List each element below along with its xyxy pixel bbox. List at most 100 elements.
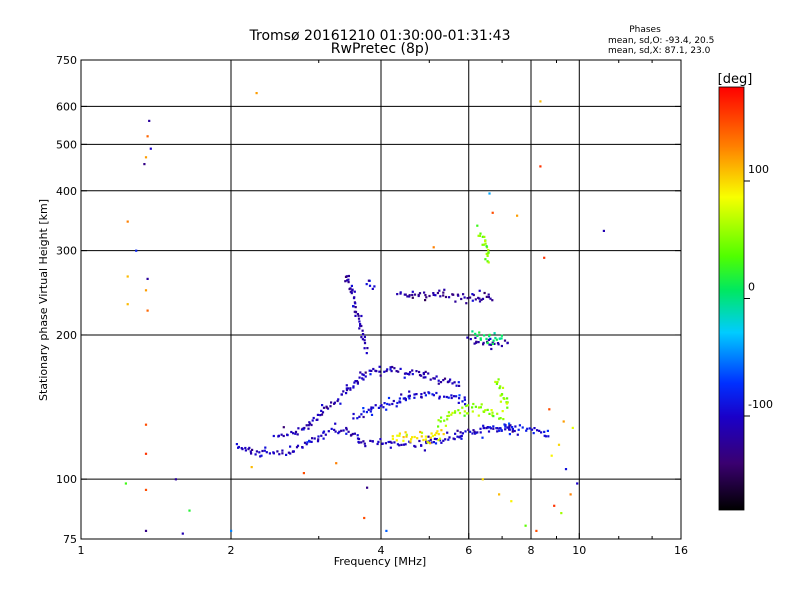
echo-point: [347, 430, 350, 433]
echo-point: [528, 427, 531, 430]
echo-point: [438, 397, 441, 400]
echo-point: [462, 293, 465, 296]
echo-point: [251, 448, 254, 451]
echo-point: [478, 289, 481, 292]
echo-point: [496, 427, 499, 430]
echo-point: [457, 381, 460, 384]
echo-point: [248, 446, 251, 449]
echo-point: [317, 435, 320, 438]
echo-point: [543, 430, 546, 433]
echo-point: [263, 449, 266, 452]
echo-point: [471, 299, 474, 302]
echo-point: [408, 394, 411, 397]
echo-point: [433, 377, 436, 380]
echo-point: [406, 295, 409, 298]
echo-point: [320, 413, 324, 416]
echo-point: [476, 334, 479, 337]
echo-point: [562, 420, 565, 423]
echo-point: [338, 430, 341, 433]
echo-point: [254, 453, 257, 456]
echo-point: [405, 433, 408, 436]
echo-point: [265, 451, 268, 454]
echo-point: [466, 297, 469, 300]
echo-point: [360, 324, 363, 328]
echo-point: [399, 292, 402, 295]
echo-point: [543, 256, 546, 259]
echo-point: [408, 295, 411, 298]
echo-point: [308, 421, 311, 424]
echo-point: [511, 430, 514, 433]
echo-point: [146, 277, 149, 280]
echo-point: [472, 293, 475, 297]
echo-point: [435, 391, 438, 395]
echo-point: [429, 378, 432, 381]
echo-point: [316, 440, 320, 443]
echo-point: [488, 412, 491, 415]
echo-point: [356, 437, 360, 440]
echo-point: [406, 372, 409, 375]
echo-point: [359, 324, 362, 327]
echo-point: [503, 423, 506, 426]
echo-point: [448, 296, 451, 299]
echo-point: [461, 400, 464, 403]
echo-point: [302, 428, 305, 431]
echo-point: [517, 428, 520, 431]
echo-point: [368, 369, 371, 372]
echo-point: [447, 414, 451, 417]
echo-point: [495, 382, 498, 385]
echo-point: [297, 427, 300, 430]
echo-point: [126, 220, 129, 223]
echo-point: [350, 284, 353, 287]
echo-point: [424, 294, 427, 297]
echo-point: [479, 337, 482, 340]
echo-point: [250, 452, 253, 455]
echo-point: [386, 368, 389, 371]
echo-point: [486, 408, 489, 411]
echo-point: [427, 441, 430, 444]
echo-point: [354, 311, 357, 314]
echo-point: [506, 397, 509, 400]
echo-point: [501, 410, 504, 413]
echo-point: [354, 314, 357, 317]
echo-point: [286, 434, 289, 437]
echo-point: [356, 417, 359, 420]
echo-point: [362, 378, 365, 381]
echo-point: [516, 214, 519, 217]
echo-point: [498, 387, 501, 390]
echo-point: [396, 434, 399, 437]
echo-point: [457, 409, 460, 412]
echo-point: [292, 432, 295, 435]
echo-point: [469, 430, 472, 433]
y-tick-label: 750: [56, 54, 77, 67]
echo-point: [290, 430, 293, 434]
echo-point: [351, 432, 354, 436]
echo-point: [461, 406, 464, 409]
echo-point: [497, 343, 500, 346]
echo-point: [361, 377, 364, 380]
echo-point: [361, 333, 365, 336]
echo-point: [434, 433, 437, 436]
echo-point: [500, 334, 503, 337]
echo-point: [530, 428, 534, 431]
echo-point: [494, 336, 497, 340]
echo-point: [277, 434, 280, 437]
echo-point: [420, 435, 423, 438]
echo-point: [364, 371, 367, 374]
echo-point: [354, 306, 357, 309]
echo-point: [533, 427, 536, 430]
echo-point: [513, 429, 516, 433]
echo-point: [493, 332, 496, 335]
echo-point: [501, 386, 505, 389]
echo-point: [444, 295, 448, 299]
echo-point: [459, 435, 462, 438]
echo-point: [411, 369, 414, 372]
echo-point: [146, 135, 149, 138]
echo-point: [362, 440, 365, 443]
echo-point: [491, 342, 494, 345]
echo-point: [443, 395, 446, 398]
echo-point: [387, 440, 390, 444]
echo-point: [506, 342, 509, 345]
echo-point: [340, 393, 343, 396]
echo-point: [478, 300, 482, 303]
echo-point: [496, 412, 499, 415]
